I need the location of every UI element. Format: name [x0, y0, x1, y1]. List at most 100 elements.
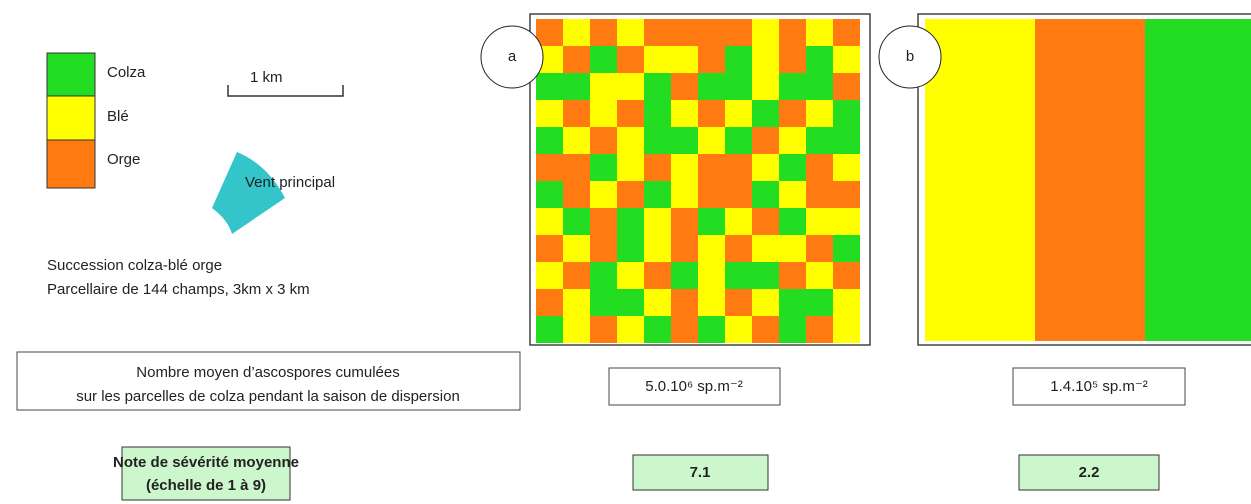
field [806, 208, 833, 235]
field [779, 19, 806, 46]
field [725, 235, 752, 262]
field [698, 208, 725, 235]
field [590, 289, 617, 316]
field [590, 208, 617, 235]
field [833, 289, 860, 316]
field [617, 316, 644, 343]
field [617, 19, 644, 46]
field [563, 262, 590, 289]
field [833, 262, 860, 289]
field [590, 127, 617, 154]
field [779, 235, 806, 262]
field [536, 235, 563, 262]
field [779, 100, 806, 127]
field [671, 127, 698, 154]
field [806, 289, 833, 316]
field [725, 19, 752, 46]
field [806, 100, 833, 127]
field [644, 208, 671, 235]
label-box [16, 351, 521, 411]
field [590, 181, 617, 208]
field [671, 46, 698, 73]
field [617, 181, 644, 208]
field [779, 262, 806, 289]
field [833, 235, 860, 262]
field [698, 289, 725, 316]
field [752, 154, 779, 181]
field [698, 19, 725, 46]
field [806, 235, 833, 262]
field [671, 100, 698, 127]
label-text: sur les parcelles de colza pendant la sa… [76, 388, 460, 405]
field [725, 127, 752, 154]
value-box [1012, 367, 1186, 406]
field [644, 154, 671, 181]
field [698, 127, 725, 154]
field [617, 262, 644, 289]
field [563, 100, 590, 127]
field [617, 208, 644, 235]
field [671, 262, 698, 289]
field [617, 154, 644, 181]
field [779, 154, 806, 181]
field [644, 262, 671, 289]
field [806, 154, 833, 181]
field [806, 262, 833, 289]
field [563, 289, 590, 316]
field [671, 181, 698, 208]
field [563, 127, 590, 154]
legend-swatch [46, 52, 96, 97]
field [590, 316, 617, 343]
field [833, 19, 860, 46]
field [644, 19, 671, 46]
field [671, 208, 698, 235]
field [536, 154, 563, 181]
field [698, 100, 725, 127]
field [779, 46, 806, 73]
field [833, 208, 860, 235]
field [671, 316, 698, 343]
field [779, 181, 806, 208]
panel-label: b [906, 48, 914, 65]
field [644, 316, 671, 343]
field [698, 316, 725, 343]
field [752, 181, 779, 208]
field [725, 46, 752, 73]
field [833, 154, 860, 181]
field [617, 235, 644, 262]
field [698, 46, 725, 73]
field [563, 208, 590, 235]
field [698, 235, 725, 262]
field [725, 289, 752, 316]
field [590, 73, 617, 100]
severity-label: (échelle de 1 à 9) [146, 477, 266, 494]
field [563, 235, 590, 262]
field [644, 46, 671, 73]
legend-swatch [46, 139, 96, 189]
field [725, 73, 752, 100]
severity-label: Note de sévérité moyenne [113, 454, 299, 471]
field [752, 46, 779, 73]
field [617, 100, 644, 127]
field [752, 208, 779, 235]
field [671, 19, 698, 46]
field [833, 181, 860, 208]
field [779, 127, 806, 154]
field [617, 73, 644, 100]
field [644, 235, 671, 262]
field [536, 208, 563, 235]
field [806, 73, 833, 100]
field [590, 154, 617, 181]
field [536, 289, 563, 316]
field [536, 316, 563, 343]
severity-value: 2.2 [1079, 464, 1100, 481]
field [671, 73, 698, 100]
field [536, 127, 563, 154]
field [725, 316, 752, 343]
severity-value: 7.1 [690, 464, 711, 481]
field [644, 100, 671, 127]
wind-label: Vent principal [245, 174, 335, 191]
field [806, 316, 833, 343]
field [806, 127, 833, 154]
panel-label: a [508, 48, 517, 65]
